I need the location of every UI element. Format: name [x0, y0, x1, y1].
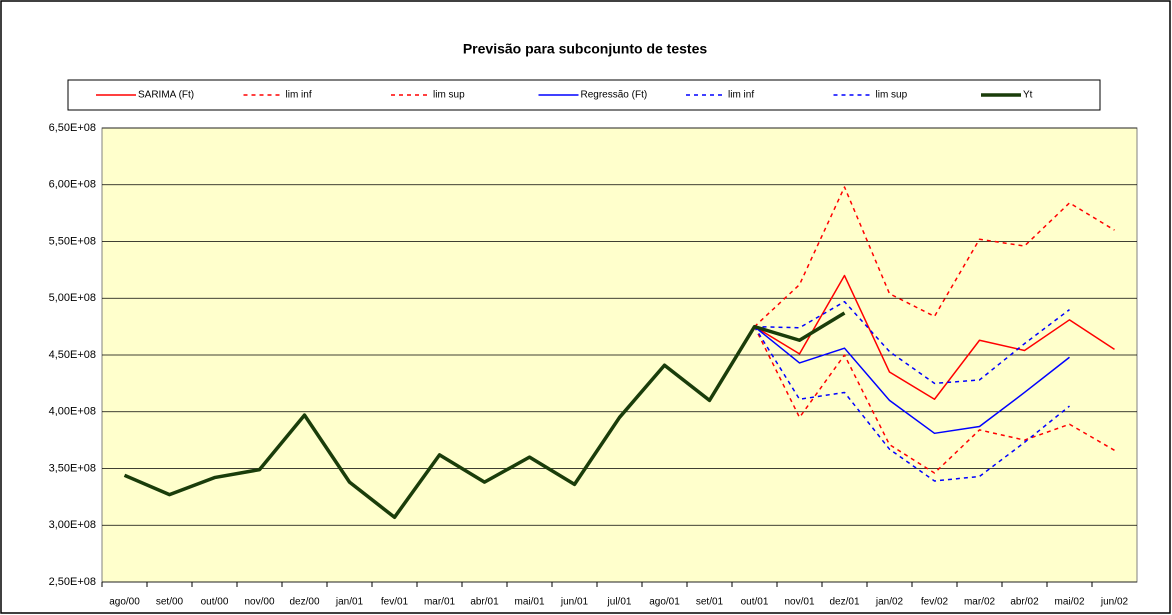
x-tick-label: nov/00	[244, 597, 274, 608]
x-tick-label: mai/02	[1054, 597, 1084, 608]
x-tick-label: jun/01	[560, 597, 589, 608]
x-tick-label: jul/01	[607, 597, 632, 608]
x-tick-label: out/00	[201, 597, 229, 608]
y-tick-label: 3,00E+08	[49, 519, 96, 531]
y-tick-label: 6,00E+08	[49, 179, 96, 191]
y-tick-label: 3,50E+08	[49, 462, 96, 474]
legend-label: SARIMA (Ft)	[138, 90, 194, 101]
x-tick-label: jan/02	[875, 597, 904, 608]
x-tick-label: nov/01	[784, 597, 814, 608]
legend-label: lim sup	[433, 90, 465, 101]
y-tick-label: 2,50E+08	[49, 576, 96, 588]
x-tick-label: jun/02	[1100, 597, 1129, 608]
x-tick-label: ago/01	[649, 597, 680, 608]
x-tick-label: out/01	[741, 597, 769, 608]
y-tick-label: 5,50E+08	[49, 235, 96, 247]
series-line	[754, 300, 1070, 385]
legend-label: lim inf	[728, 90, 754, 101]
y-tick-label: 4,50E+08	[49, 349, 96, 361]
x-tick-label: mar/02	[964, 597, 996, 608]
x-tick-label: dez/01	[829, 597, 859, 608]
x-tick-label: mar/01	[424, 597, 456, 608]
x-tick-label: mai/01	[514, 597, 544, 608]
x-tick-label: set/01	[696, 597, 724, 608]
series-line	[123, 311, 846, 520]
x-tick-label: fev/01	[381, 597, 409, 608]
legend-label: Yt	[1023, 90, 1033, 101]
y-tick-label: 5,00E+08	[49, 292, 96, 304]
x-tick-label: abr/02	[1010, 597, 1039, 608]
series-line	[753, 186, 1115, 328]
x-tick-label: set/00	[156, 597, 184, 608]
x-tick-label: dez/00	[289, 597, 319, 608]
y-tick-label: 6,50E+08	[49, 122, 96, 134]
x-tick-label: abr/01	[470, 597, 499, 608]
legend-label: lim inf	[286, 90, 312, 101]
legend-box	[67, 79, 1101, 111]
y-tick-label: 4,00E+08	[49, 406, 96, 418]
x-tick-label: fev/02	[921, 597, 949, 608]
series-line	[754, 326, 1070, 435]
legend-label: Regressão (Ft)	[581, 90, 648, 101]
legend-label: lim sup	[876, 90, 908, 101]
x-tick-label: ago/00	[109, 597, 140, 608]
chart-title: Previsão para subconjunto de testes	[463, 41, 708, 57]
series-line	[754, 274, 1115, 401]
series-line	[753, 326, 1115, 474]
x-tick-label: jan/01	[335, 597, 364, 608]
